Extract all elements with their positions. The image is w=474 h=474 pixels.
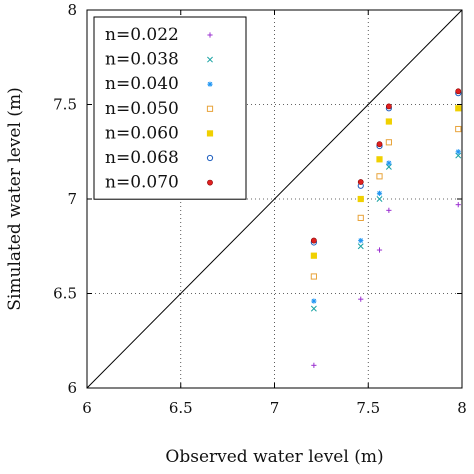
data-points — [310, 88, 462, 368]
x-tick-label: 8 — [457, 399, 467, 417]
legend-marker — [206, 130, 214, 137]
data-point — [385, 139, 392, 146]
legend: n=0.022 n=0.038 n=0.040 n=0.050 n=0.060 n=0.0… — [93, 16, 247, 200]
legend-marker — [207, 179, 213, 186]
legend-label: n=0.070 — [105, 173, 179, 193]
y-tick-label: 6 — [67, 379, 77, 397]
legend-marker — [207, 56, 213, 63]
data-point — [376, 173, 383, 180]
x-tick-label: 7.5 — [356, 399, 380, 417]
legend-label: n=0.022 — [105, 25, 179, 45]
data-point — [310, 252, 317, 259]
legend-box — [93, 16, 247, 200]
data-point — [455, 125, 462, 133]
data-point — [357, 195, 364, 203]
data-point — [311, 298, 317, 304]
data-point — [376, 190, 383, 196]
y-tick-label: 7 — [67, 190, 77, 208]
data-point — [455, 105, 462, 112]
data-point — [376, 156, 383, 163]
legend-label: n=0.060 — [105, 123, 179, 143]
data-point — [386, 160, 392, 166]
data-point — [357, 243, 364, 250]
data-point — [455, 202, 461, 208]
legend-label: n=0.050 — [105, 99, 179, 119]
grid-lines — [87, 10, 462, 388]
data-point — [386, 207, 392, 213]
legend-marker — [206, 105, 214, 112]
data-point — [310, 273, 317, 280]
data-point — [311, 362, 317, 368]
data-point — [310, 237, 317, 244]
data-point — [310, 305, 317, 312]
legend-label: n=0.068 — [105, 148, 179, 168]
axis-ticks: 6 6.5 7 7.5 8 6 6.5 7 7.5 8 — [53, 1, 467, 417]
x-tick-label: 6.5 — [169, 399, 193, 417]
legend-label: n=0.038 — [105, 50, 179, 70]
legend-label: n=0.040 — [105, 74, 179, 94]
y-axis-label: Simulated water level (m) — [5, 87, 25, 310]
y-tick-label: 8 — [67, 1, 77, 19]
identity-line — [86, 9, 463, 389]
reference-line-group — [86, 9, 463, 389]
data-point — [358, 296, 364, 302]
legend-marker — [206, 154, 214, 162]
data-point — [385, 118, 392, 125]
data-point — [455, 149, 461, 155]
data-point — [357, 179, 364, 185]
data-point — [376, 196, 383, 202]
y-tick-label: 7.5 — [53, 96, 77, 114]
data-point — [376, 141, 383, 148]
x-axis-label: Observed water level (m) — [165, 447, 383, 467]
data-point — [358, 237, 364, 244]
data-point — [455, 88, 462, 95]
data-point — [357, 214, 364, 222]
legend-marker — [207, 81, 213, 87]
data-point — [385, 103, 392, 110]
x-tick-label: 7 — [270, 399, 280, 417]
legend-marker — [207, 32, 213, 38]
data-point — [376, 247, 383, 253]
x-tick-label: 6 — [82, 399, 92, 417]
y-tick-label: 6.5 — [53, 285, 77, 303]
